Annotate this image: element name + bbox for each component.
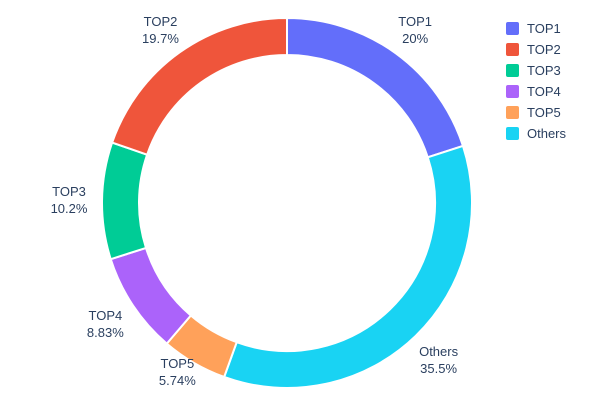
legend-swatch-TOP3 <box>506 64 519 77</box>
legend-label-TOP4: TOP4 <box>527 84 561 99</box>
legend-item-TOP3[interactable]: TOP3 <box>506 64 566 77</box>
legend-swatch-TOP2 <box>506 43 519 56</box>
legend-label-Others: Others <box>527 126 567 141</box>
legend-swatch-TOP4 <box>506 85 519 98</box>
legend-item-TOP2[interactable]: TOP2 <box>506 43 566 56</box>
legend-label-TOP1: TOP1 <box>527 21 561 36</box>
legend-item-TOP1[interactable]: TOP1 <box>506 22 566 35</box>
legend-item-TOP5[interactable]: TOP5 <box>506 106 566 119</box>
legend-swatch-TOP1 <box>506 22 519 35</box>
legend-label-TOP3: TOP3 <box>527 63 561 78</box>
legend: TOP1 TOP2 TOP3 TOP4 TOP5 Others <box>506 22 566 140</box>
pie-slice-TOP2[interactable] <box>110 16 288 156</box>
pie-slice-Others[interactable] <box>222 144 473 389</box>
legend-label-TOP2: TOP2 <box>527 42 561 57</box>
pie-slice-TOP1[interactable] <box>286 16 465 159</box>
legend-label-TOP5: TOP5 <box>527 105 561 120</box>
legend-swatch-TOP5 <box>506 106 519 119</box>
pie-slice-TOP3[interactable] <box>101 141 149 261</box>
legend-swatch-Others <box>506 127 519 140</box>
legend-item-TOP4[interactable]: TOP4 <box>506 85 566 98</box>
legend-item-Others[interactable]: Others <box>506 127 566 140</box>
pie-slice-TOP4[interactable] <box>109 246 193 346</box>
